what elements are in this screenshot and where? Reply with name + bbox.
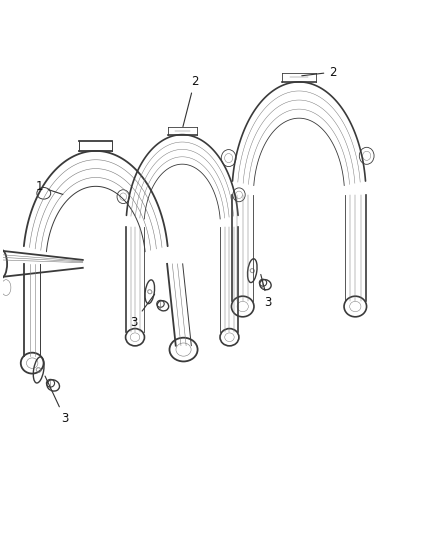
Text: 3: 3 <box>131 294 155 328</box>
Text: 3: 3 <box>45 376 68 425</box>
Text: 2: 2 <box>183 75 198 127</box>
Text: 3: 3 <box>261 274 272 309</box>
Text: 2: 2 <box>302 66 337 78</box>
Text: 1: 1 <box>35 180 63 195</box>
